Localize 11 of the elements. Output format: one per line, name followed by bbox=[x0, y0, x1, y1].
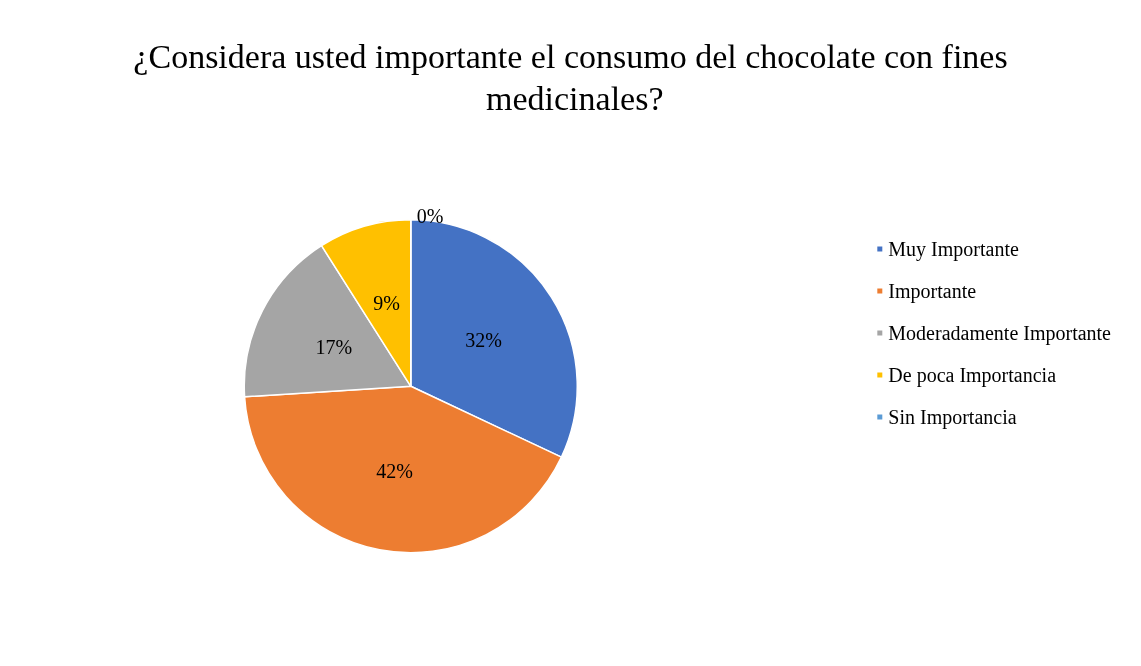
data-label: 17% bbox=[315, 336, 353, 359]
legend-label: Muy Importante bbox=[888, 238, 1019, 261]
legend-label: Moderadamente Importante bbox=[888, 322, 1112, 345]
data-label: 9% bbox=[373, 292, 401, 315]
legend-label: Importante bbox=[888, 280, 977, 303]
legend-label: De poca Importancia bbox=[888, 364, 1057, 387]
chart-title: ¿Considera usted importante el consumo del chocolate con fines medicinales? bbox=[133, 37, 1008, 117]
data-label: 42% bbox=[376, 460, 413, 482]
text: 0% bbox=[416, 204, 444, 227]
data-label: 32% bbox=[465, 329, 502, 352]
legend-label: Sin Importancia bbox=[888, 406, 1017, 429]
